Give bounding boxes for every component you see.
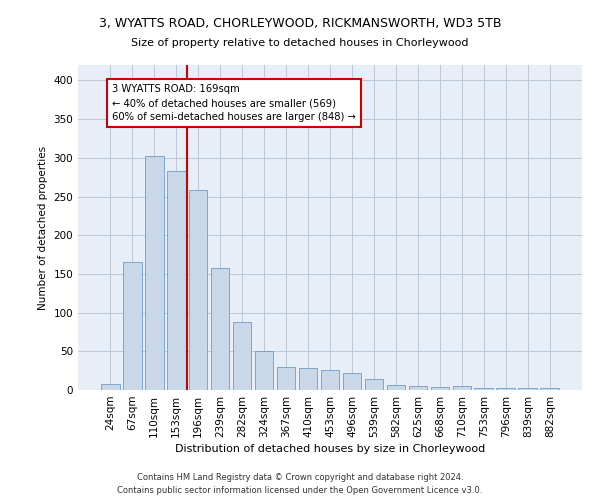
Bar bbox=[343, 373, 361, 390]
Text: Contains public sector information licensed under the Open Government Licence v3: Contains public sector information licen… bbox=[118, 486, 482, 495]
Bar bbox=[211, 268, 229, 390]
Text: 3, WYATTS ROAD, CHORLEYWOOD, RICKMANSWORTH, WD3 5TB: 3, WYATTS ROAD, CHORLEYWOOD, RICKMANSWOR… bbox=[99, 18, 501, 30]
Bar bbox=[299, 368, 317, 390]
Text: 3 WYATTS ROAD: 169sqm
← 40% of detached houses are smaller (569)
60% of semi-det: 3 WYATTS ROAD: 169sqm ← 40% of detached … bbox=[112, 84, 356, 122]
Bar bbox=[431, 387, 449, 390]
Bar bbox=[255, 352, 274, 390]
X-axis label: Distribution of detached houses by size in Chorleywood: Distribution of detached houses by size … bbox=[175, 444, 485, 454]
Bar bbox=[123, 262, 142, 390]
Text: Size of property relative to detached houses in Chorleywood: Size of property relative to detached ho… bbox=[131, 38, 469, 48]
Bar bbox=[233, 322, 251, 390]
Bar bbox=[452, 386, 471, 390]
Bar bbox=[386, 384, 405, 390]
Bar bbox=[475, 388, 493, 390]
Bar bbox=[320, 370, 340, 390]
Bar bbox=[409, 386, 427, 390]
Bar bbox=[541, 388, 559, 390]
Bar bbox=[167, 171, 185, 390]
Bar bbox=[277, 367, 295, 390]
Bar bbox=[365, 379, 383, 390]
Bar bbox=[518, 388, 537, 390]
Y-axis label: Number of detached properties: Number of detached properties bbox=[38, 146, 48, 310]
Bar bbox=[189, 190, 208, 390]
Bar bbox=[145, 156, 164, 390]
Text: Contains HM Land Registry data © Crown copyright and database right 2024.: Contains HM Land Registry data © Crown c… bbox=[137, 472, 463, 482]
Bar bbox=[496, 388, 515, 390]
Bar bbox=[101, 384, 119, 390]
